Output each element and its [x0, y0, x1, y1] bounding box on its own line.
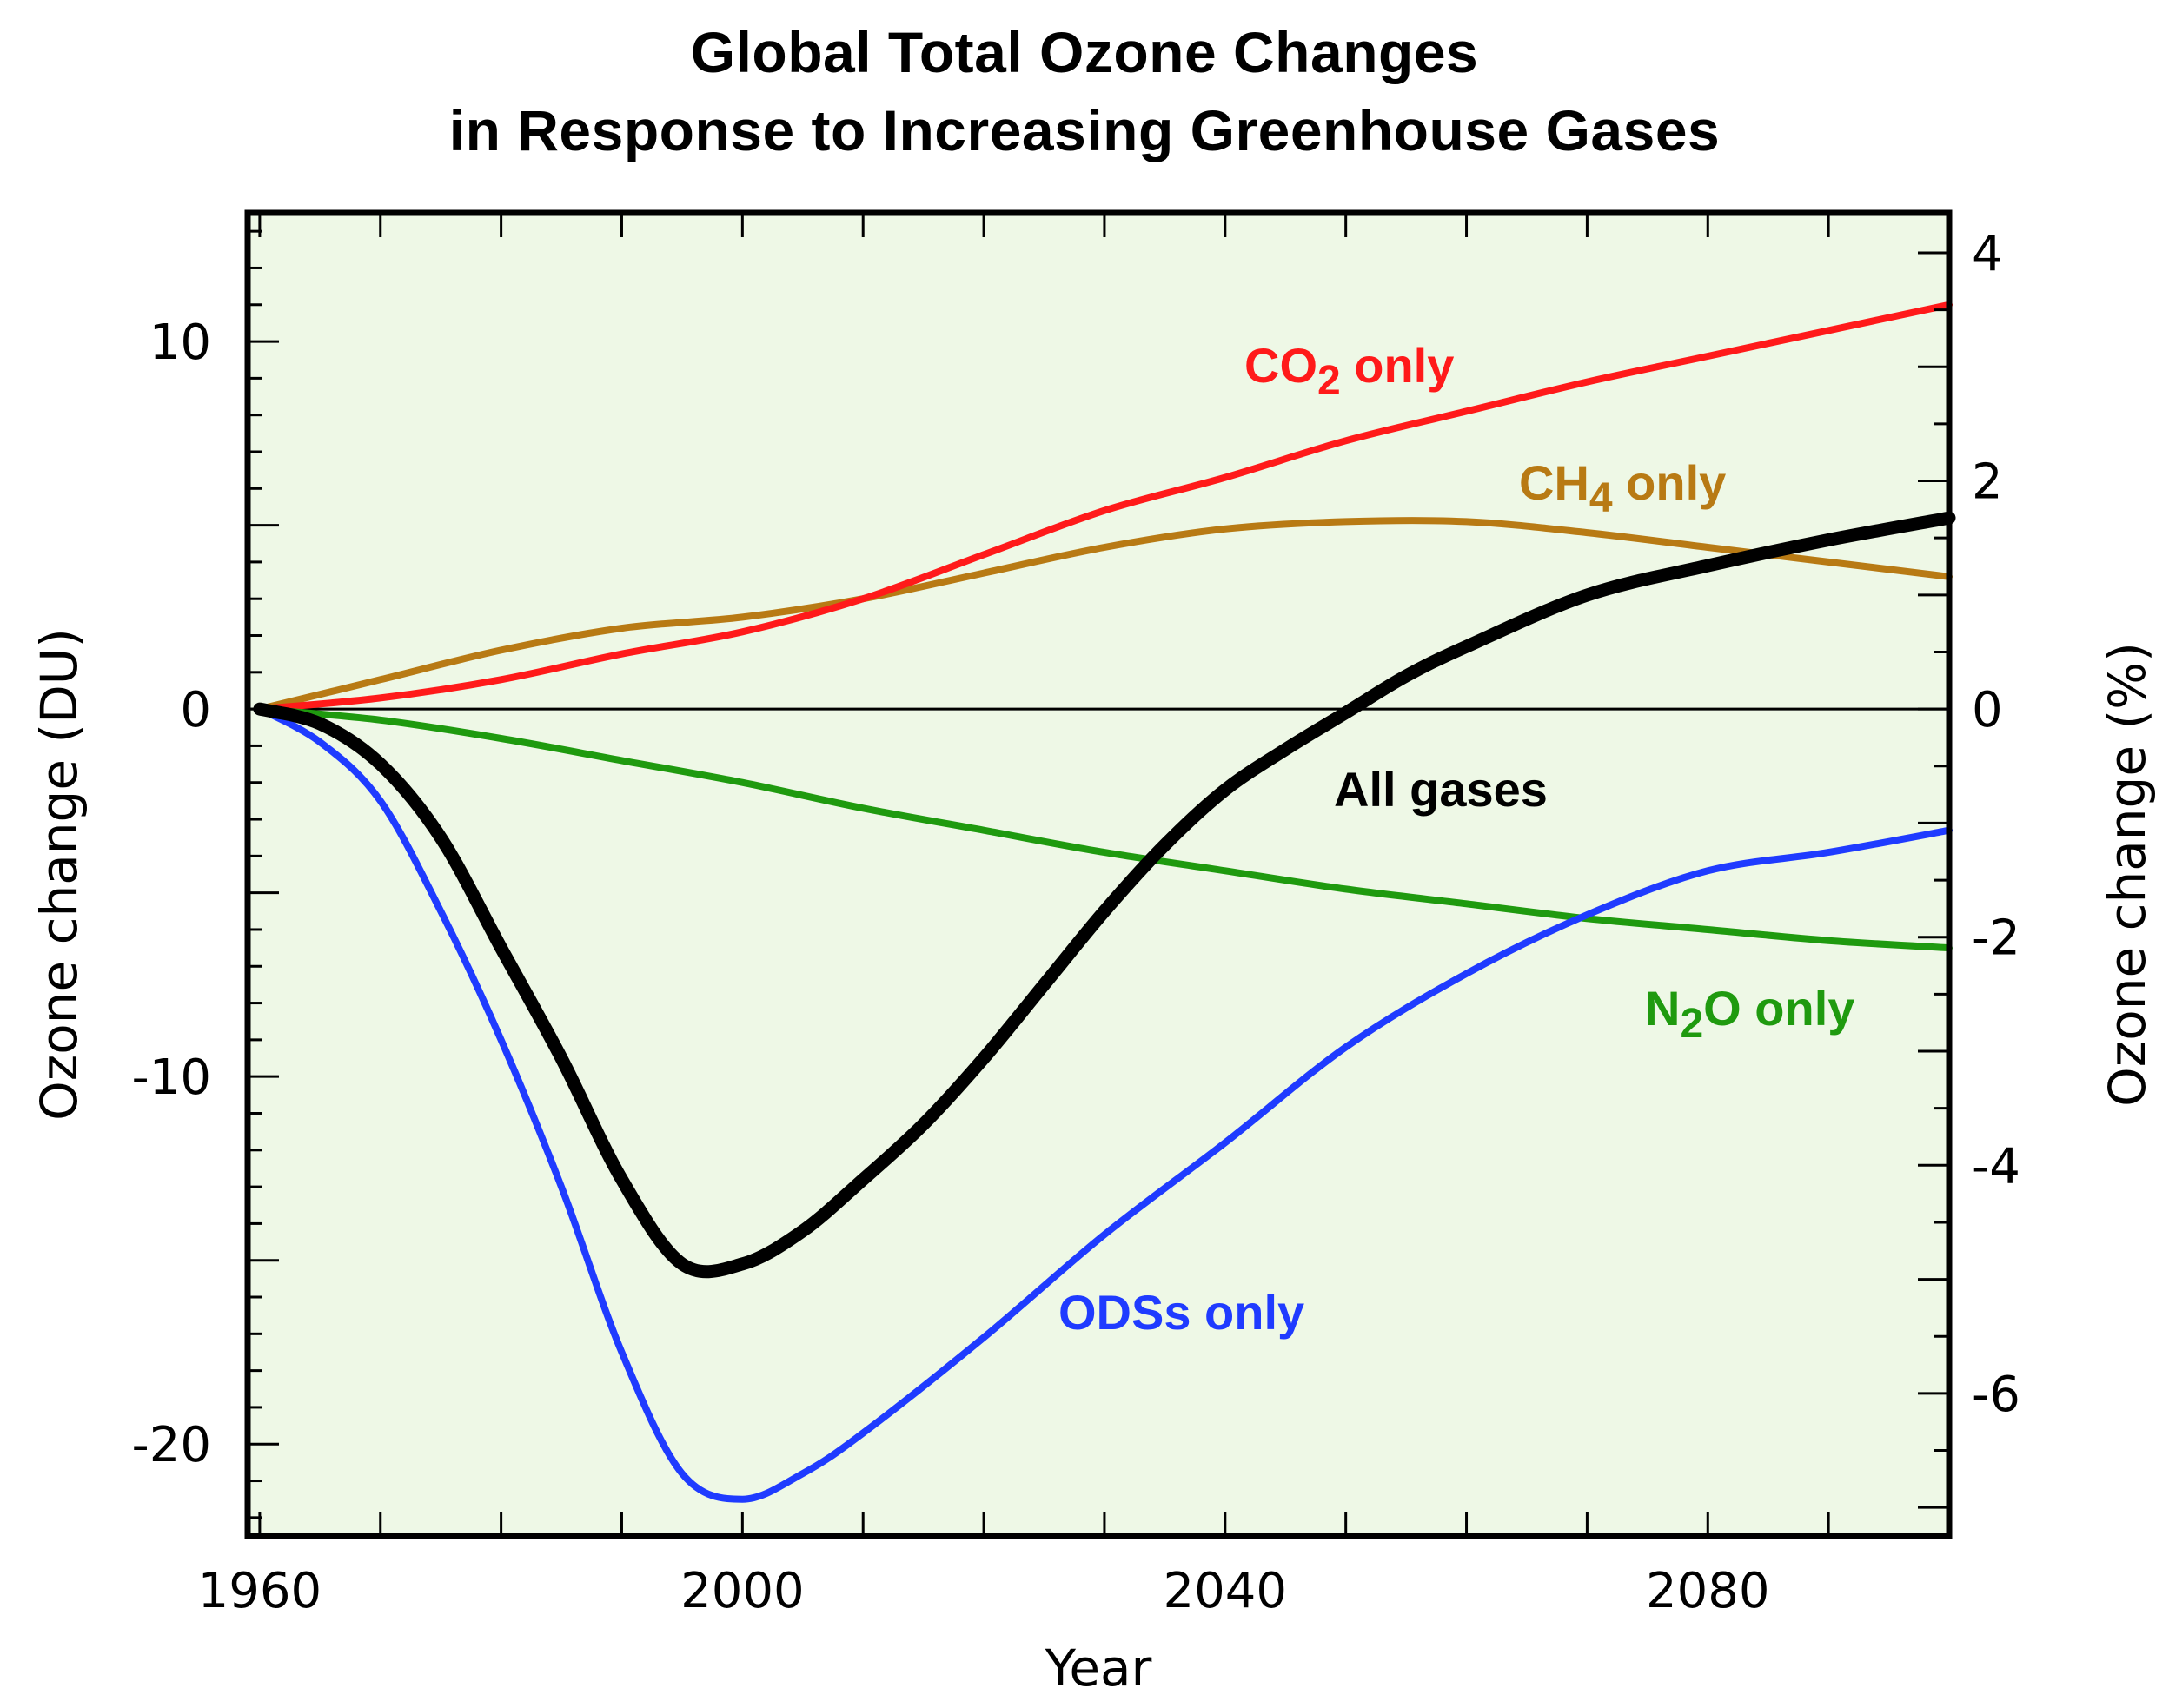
y-right-tick-label: 4	[1972, 226, 2003, 282]
y-left-tick-label: 10	[149, 314, 211, 371]
y-right-tick-label: 0	[1972, 682, 2003, 738]
series-line-n2o-only	[255, 705, 1953, 952]
series-line-odss-only	[255, 705, 1953, 1503]
x-tick-label: 2080	[1646, 1563, 1770, 1619]
y-right-tick-label: -2	[1972, 910, 2020, 967]
plot-frame	[244, 209, 1953, 1539]
x-tick-label: 2040	[1164, 1563, 1288, 1619]
y-right-tick-label: -4	[1972, 1138, 2020, 1195]
plot-background	[248, 213, 1949, 1536]
series-line-all-gases	[253, 511, 1956, 1279]
series-label-co2-only: CO2 only	[1244, 338, 1454, 404]
chart-title-line-2: in Response to Increasing Greenhouse Gas…	[448, 98, 1721, 162]
chart-title-line-1: Global Total Ozone Changes	[690, 20, 1479, 84]
x-axis-title: Year	[1045, 1638, 1152, 1698]
y-right-tick-label: 2	[1972, 454, 2003, 511]
series-label-ch4-only: CH4 only	[1519, 455, 1726, 521]
y-right-axis-title: Ozone change (%)	[2098, 642, 2157, 1107]
y-left-axis-title: Ozone change (DU)	[30, 628, 89, 1121]
series-label-odss-only: ODSs only	[1058, 1285, 1304, 1340]
series-line-co2-only	[255, 301, 1953, 713]
y-right-tick-label: -6	[1972, 1367, 2020, 1423]
series-line-ch4-only	[255, 517, 1953, 713]
y-left-tick-label: -20	[132, 1417, 211, 1473]
series-label-all-gases: All gases	[1334, 762, 1548, 817]
y-left-tick-label: 0	[180, 682, 211, 738]
y-left-tick-label: -10	[132, 1049, 211, 1106]
x-tick-label: 1960	[198, 1563, 322, 1619]
x-tick-label: 2000	[680, 1563, 805, 1619]
series-label-n2o-only: N2O only	[1645, 981, 1854, 1047]
